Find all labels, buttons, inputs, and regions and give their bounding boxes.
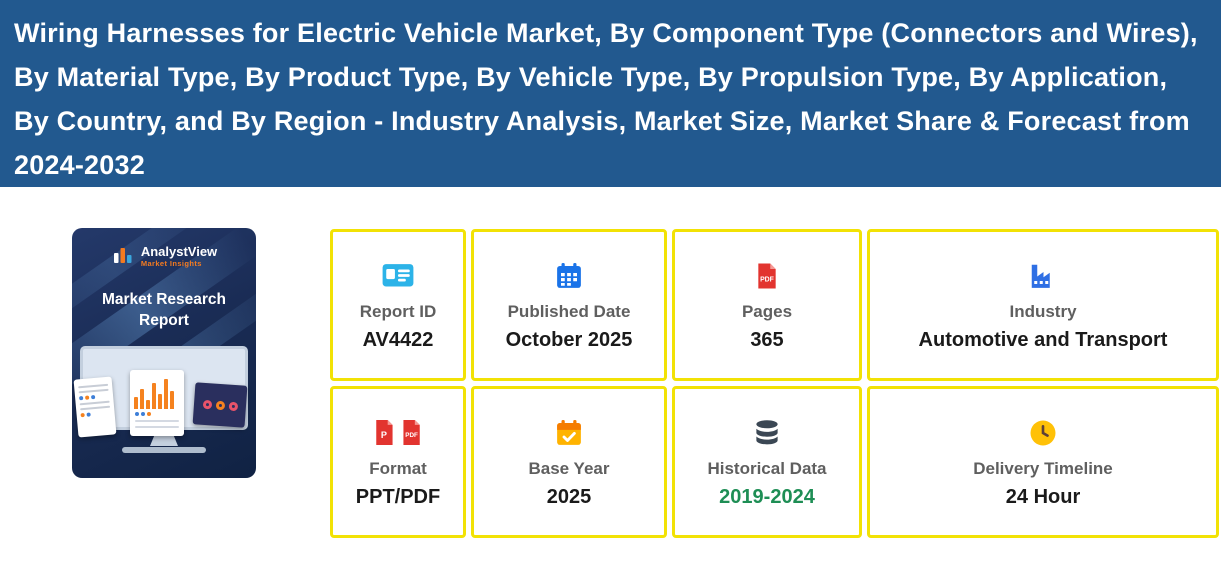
database-icon	[752, 416, 782, 450]
info-card-industry: Industry Automotive and Transport	[867, 229, 1219, 381]
historical-data-value: 2019-2024	[719, 485, 815, 508]
factory-icon	[1028, 259, 1058, 293]
report-cover: AnalystView Market Insights Market Resea…	[72, 228, 256, 478]
info-card-published-date: Published Date October 2025	[471, 229, 667, 381]
base-year-value: 2025	[546, 485, 592, 508]
brand-name: AnalystView	[140, 244, 218, 260]
base-year-label: Base Year	[528, 458, 610, 478]
info-card-pages: PDF Pages 365	[672, 229, 862, 381]
pdf-file-icon: PDF	[754, 259, 780, 293]
ppt-pdf-files-icon: P PDF	[373, 416, 423, 450]
calendar-check-icon	[554, 416, 584, 450]
donut-chart-icon	[228, 401, 238, 411]
info-card-format: P PDF Format PPT/PDF	[330, 386, 466, 538]
published-date-label: Published Date	[507, 301, 631, 321]
mini-bar-chart	[134, 375, 180, 409]
calendar-icon	[554, 259, 584, 293]
clock-icon	[1028, 416, 1058, 450]
info-card-historical-data: Historical Data 2019-2024	[672, 386, 862, 538]
mini-chart-panel-left	[73, 376, 117, 438]
published-date-value: October 2025	[505, 328, 633, 351]
info-card-base-year: Base Year 2025	[471, 386, 667, 538]
industry-value: Automotive and Transport	[918, 328, 1168, 351]
delivery-timeline-value: 24 Hour	[1005, 485, 1081, 508]
mini-bar-chart-panel	[130, 370, 184, 436]
svg-text:PDF: PDF	[405, 432, 418, 439]
analystview-logo-icon	[111, 242, 135, 271]
donut-chart-icon	[202, 399, 212, 409]
analystview-logo: AnalystView Market Insights	[72, 242, 256, 271]
brand-tagline: Market Insights	[140, 258, 202, 268]
id-card-icon	[381, 259, 415, 293]
format-label: Format	[369, 458, 427, 478]
delivery-timeline-label: Delivery Timeline	[973, 458, 1113, 478]
report-title: Wiring Harnesses for Electric Vehicle Ma…	[14, 18, 1198, 180]
industry-label: Industry	[1009, 301, 1077, 321]
monitor-stand-base	[122, 447, 206, 453]
mini-donut-panel	[192, 382, 248, 428]
cover-title: Market Research Report	[101, 291, 227, 329]
svg-text:PDF: PDF	[760, 276, 774, 283]
format-value: PPT/PDF	[355, 485, 441, 508]
report-title-banner: Wiring Harnesses for Electric Vehicle Ma…	[0, 0, 1221, 187]
report-id-value: AV4422	[362, 328, 434, 351]
info-card-delivery-timeline: Delivery Timeline 24 Hour	[867, 386, 1219, 538]
svg-text:P: P	[381, 430, 387, 440]
report-id-label: Report ID	[359, 301, 437, 321]
donut-chart-icon	[215, 400, 225, 410]
pages-value: 365	[750, 328, 784, 351]
info-card-report-id: Report ID AV4422	[330, 229, 466, 381]
historical-data-label: Historical Data	[707, 458, 827, 478]
pages-label: Pages	[741, 301, 793, 321]
info-cards-grid: Report ID AV4422 Published Date October 20…	[330, 229, 1219, 538]
